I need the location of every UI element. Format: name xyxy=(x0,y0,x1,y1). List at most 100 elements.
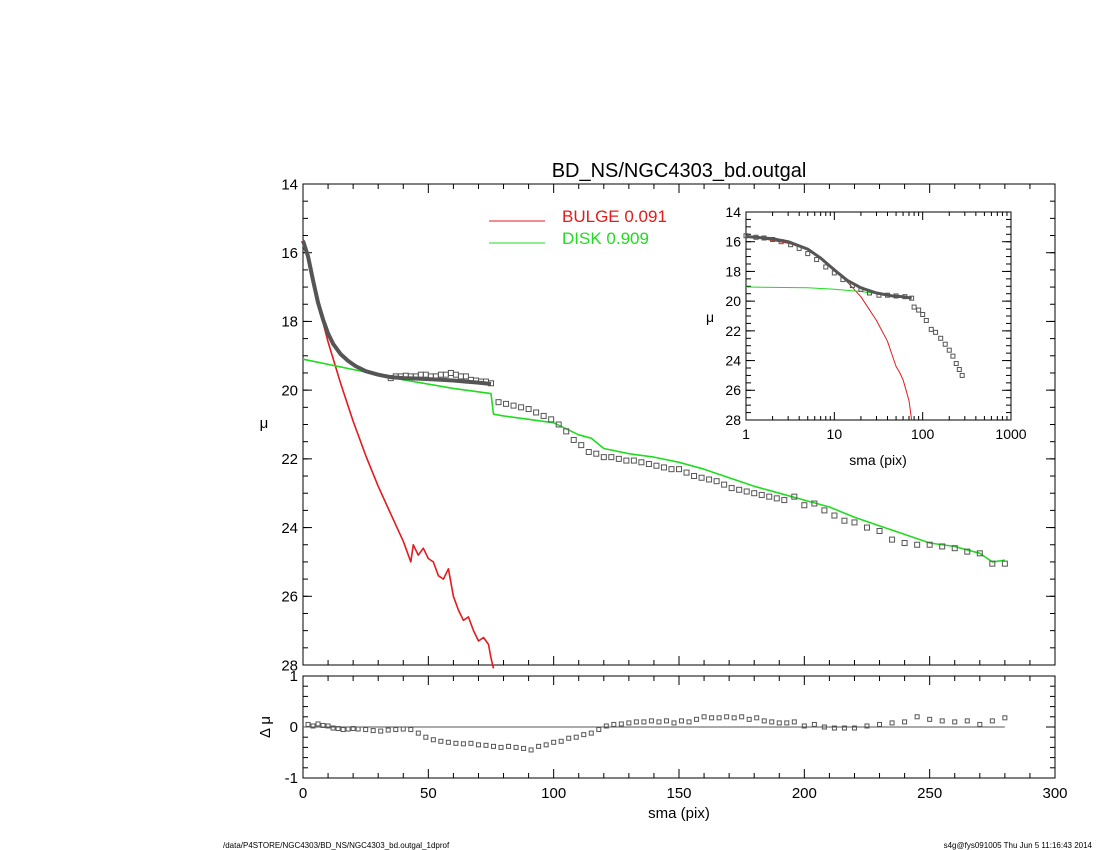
inset-data-point xyxy=(909,295,915,301)
residual-point xyxy=(581,732,587,738)
data-point xyxy=(668,466,675,473)
residual-point xyxy=(989,718,995,724)
residual-point xyxy=(445,739,451,745)
residual-ytick-label: 0 xyxy=(290,719,298,736)
residual-point xyxy=(596,727,602,733)
inset-xtick-label: 100 xyxy=(911,426,935,442)
inset-data-point xyxy=(831,270,837,276)
residual-point xyxy=(626,720,632,726)
data-point xyxy=(728,485,735,492)
residual-point xyxy=(506,743,512,749)
inset-ytick-label: 22 xyxy=(725,323,741,339)
residual-xtick-label: 150 xyxy=(666,785,691,802)
residual-point xyxy=(1002,715,1008,721)
residual-xtick-label: 100 xyxy=(541,785,566,802)
main-ytick-label: 20 xyxy=(281,382,298,399)
main-ytick-label: 14 xyxy=(281,176,298,193)
main-ytick-label: 26 xyxy=(281,589,298,606)
data-point xyxy=(593,450,600,457)
data-point xyxy=(462,373,469,380)
residual-point xyxy=(864,723,870,729)
data-point xyxy=(578,442,585,449)
data-point xyxy=(743,488,750,495)
series-line-model xyxy=(301,240,492,386)
data-point xyxy=(773,495,780,502)
residual-point xyxy=(603,723,609,729)
residual-ytick-label: 1 xyxy=(290,668,298,685)
residual-point xyxy=(345,726,351,732)
residual-xtick-label: 0 xyxy=(299,785,307,802)
data-point xyxy=(518,404,525,411)
data-point xyxy=(653,462,660,469)
residual-point xyxy=(754,715,760,721)
inset-y-axis-label: μ xyxy=(706,309,714,325)
inset-ytick-label: 24 xyxy=(725,352,741,368)
data-point xyxy=(926,541,933,548)
residual-point xyxy=(877,721,883,727)
inset-data-point xyxy=(761,235,767,241)
data-point xyxy=(698,474,705,481)
inset-data-point xyxy=(916,307,922,313)
inset-data-point xyxy=(858,286,864,292)
data-point xyxy=(864,524,870,531)
data-point xyxy=(638,459,645,466)
inset-data-point xyxy=(814,257,820,263)
data-point xyxy=(563,428,570,435)
data-point xyxy=(781,497,788,504)
residual-y-axis-label: Δ μ xyxy=(257,716,274,738)
residual-point xyxy=(663,718,669,724)
residual-point xyxy=(851,725,857,731)
residual-point xyxy=(679,718,685,724)
inset-data-point xyxy=(950,353,956,359)
residual-point xyxy=(573,734,579,740)
inset-data-point xyxy=(920,312,926,318)
chart-title: BD_NS/NGC4303_bd.outgal xyxy=(552,160,807,182)
data-point xyxy=(447,369,454,376)
residual-point xyxy=(724,714,730,720)
data-point xyxy=(540,412,547,419)
residual-point xyxy=(566,735,572,741)
residual-point xyxy=(686,719,692,725)
residual-point xyxy=(952,719,958,725)
inset-data-point xyxy=(805,251,811,257)
inset-xtick-label: 1 xyxy=(742,426,750,442)
data-point xyxy=(1001,560,1008,567)
residual-point xyxy=(453,740,459,746)
data-point xyxy=(555,421,562,428)
residual-point xyxy=(761,718,767,724)
inset-data-point xyxy=(902,294,908,300)
inset-data-point xyxy=(753,234,759,240)
residual-xtick-label: 50 xyxy=(420,785,437,802)
residual-point xyxy=(385,727,391,733)
data-point xyxy=(901,540,908,547)
residual-point xyxy=(769,719,775,725)
legend-label: BULGE 0.091 xyxy=(562,207,667,226)
residual-point xyxy=(811,721,817,727)
x-axis-label: sma (pix) xyxy=(648,805,710,822)
residual-point xyxy=(914,714,920,720)
residual-point xyxy=(551,739,557,745)
inset-x-axis-label: sma (pix) xyxy=(849,452,907,468)
inset-data-point xyxy=(953,361,959,367)
residual-point xyxy=(355,726,361,732)
data-point xyxy=(437,371,444,378)
inset-data-point xyxy=(923,317,929,323)
data-point xyxy=(660,464,667,471)
inset-data-point xyxy=(840,277,846,283)
residual-point xyxy=(716,715,722,721)
data-point xyxy=(713,478,720,485)
residual-point xyxy=(648,718,654,724)
series-line-bulge xyxy=(302,238,495,669)
residual-point xyxy=(791,719,797,725)
residual-point xyxy=(408,727,414,733)
residual-xtick-label: 200 xyxy=(792,785,817,802)
data-point xyxy=(495,399,502,406)
data-point xyxy=(510,402,517,409)
residual-point xyxy=(701,714,707,720)
residual-point xyxy=(350,726,356,732)
inset-data-point xyxy=(956,366,962,372)
residual-point xyxy=(400,726,406,732)
footer-timestamp: s4g@fys091005 Thu Jun 5 11:16:43 2014 xyxy=(944,841,1093,850)
data-point xyxy=(452,371,459,378)
